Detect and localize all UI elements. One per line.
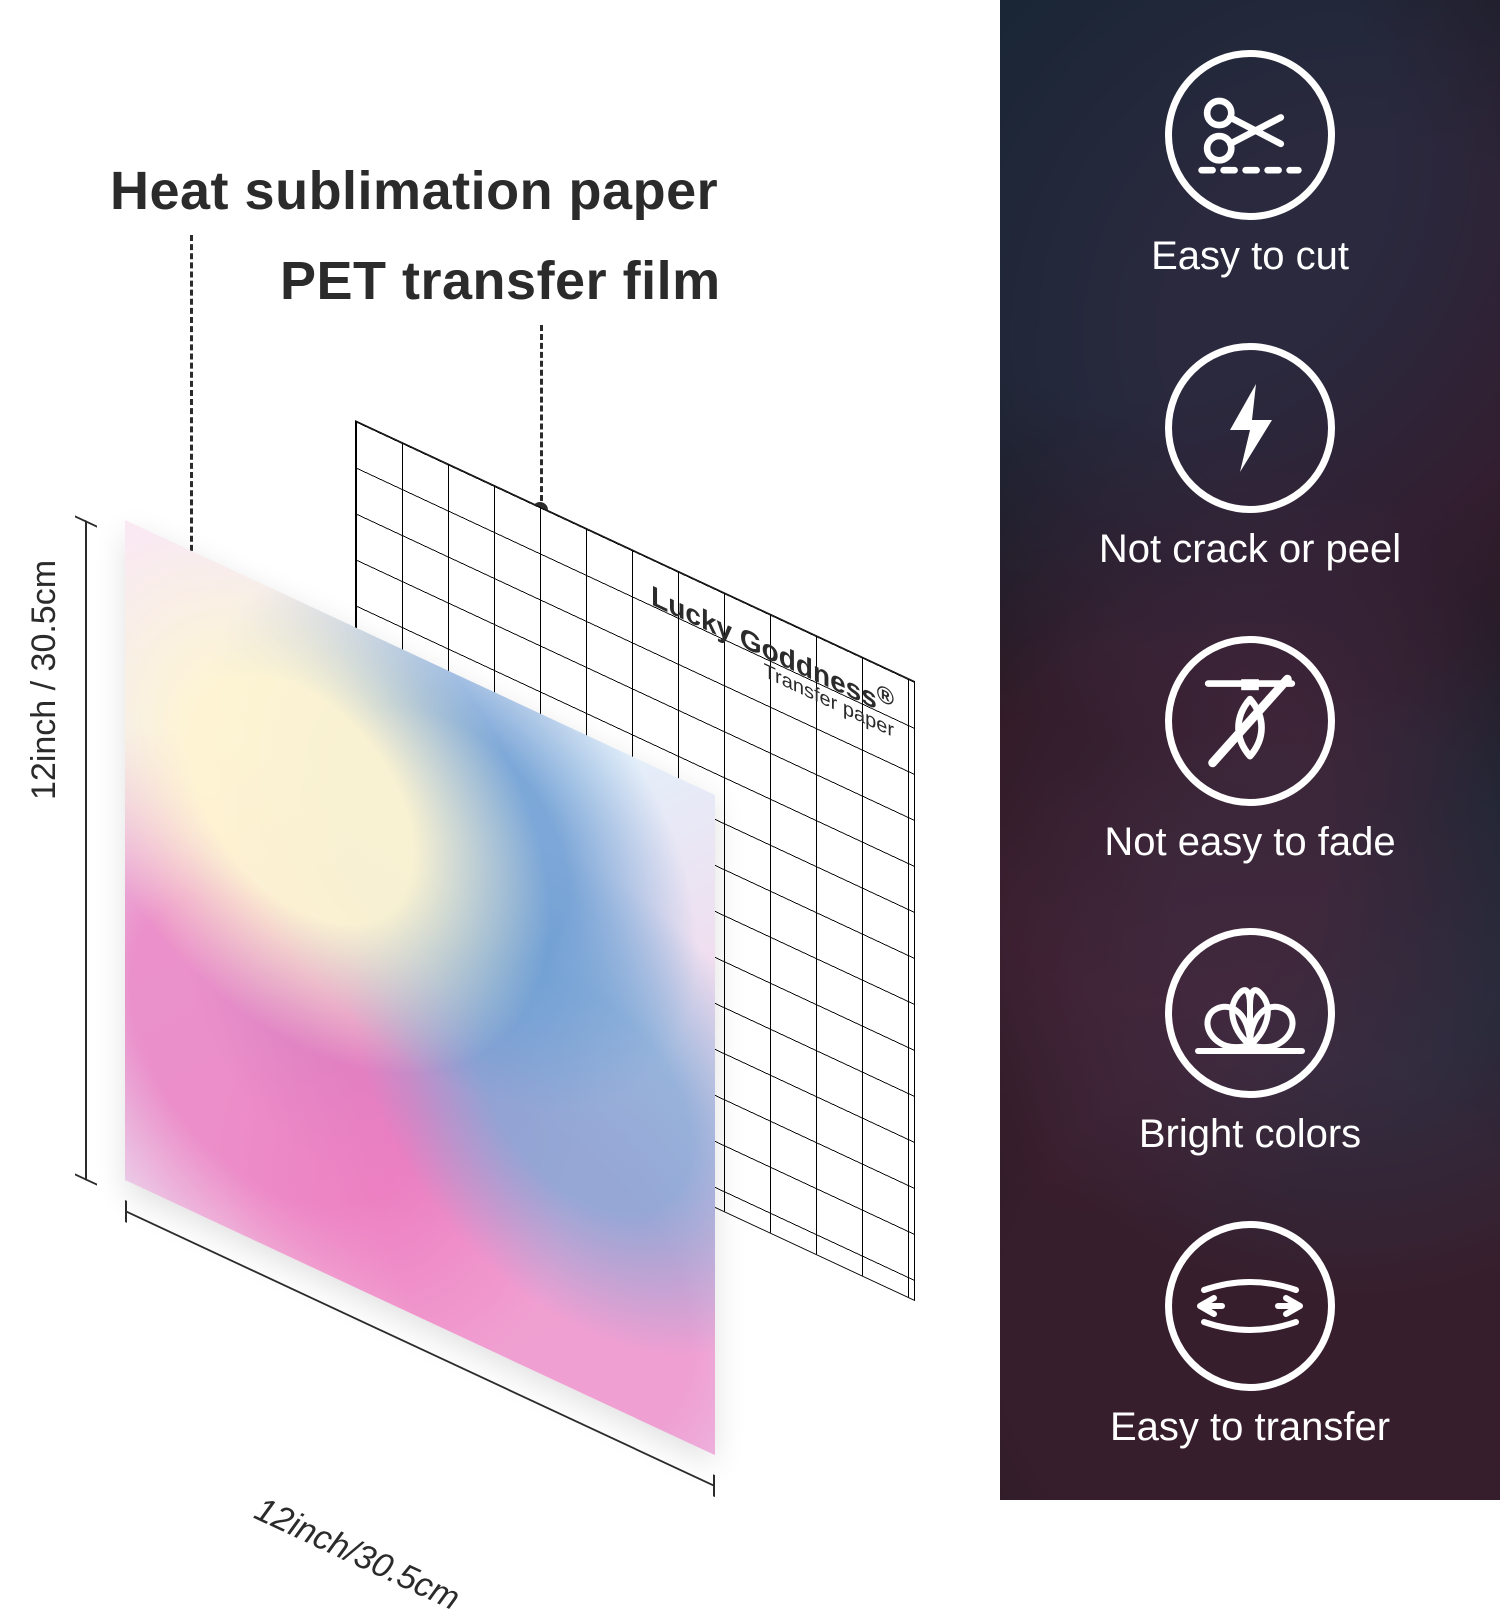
dimension-vertical-bar xyxy=(85,520,87,1181)
feature-list: Easy to cut Not crack or peel xyxy=(1000,50,1500,1450)
scissors-cut-icon xyxy=(1165,50,1335,220)
right-panel: Easy to cut Not crack or peel xyxy=(1000,0,1500,1500)
bolt-icon xyxy=(1165,343,1335,513)
feature-not-easy-to-fade: Not easy to fade xyxy=(1104,636,1395,865)
grid-brand-name: Lucky Goddness xyxy=(651,579,877,715)
feature-not-crack-or-peel: Not crack or peel xyxy=(1099,343,1401,572)
petals-icon xyxy=(1165,928,1335,1098)
label-sublimation-paper: Heat sublimation paper xyxy=(110,160,718,222)
label-pet-film: PET transfer film xyxy=(280,250,721,312)
feature-easy-to-cut: Easy to cut xyxy=(1151,50,1349,279)
feature-label: Not crack or peel xyxy=(1099,527,1401,572)
registered-mark: ® xyxy=(877,678,894,712)
dimension-vertical-label: 12inch / 30.5cm xyxy=(25,560,64,800)
feature-bright-colors: Bright colors xyxy=(1139,928,1361,1157)
dimension-horizontal-label: 12inch/30.5cm xyxy=(249,1490,466,1619)
grid-brand-text: Lucky Goddness® xyxy=(651,573,894,725)
feature-label: Bright colors xyxy=(1139,1112,1361,1157)
stretch-icon xyxy=(1165,1221,1335,1391)
page-root: Heat sublimation paper PET transfer film… xyxy=(0,0,1500,1500)
feature-label: Not easy to fade xyxy=(1104,820,1395,865)
product-diagram: Lucky Goddness® Transfer paper 12inch / … xyxy=(55,480,955,1380)
feature-label: Easy to cut xyxy=(1151,234,1349,279)
feature-easy-to-transfer: Easy to transfer xyxy=(1110,1221,1390,1450)
left-panel: Heat sublimation paper PET transfer film… xyxy=(0,0,1000,1500)
feature-label: Easy to transfer xyxy=(1110,1405,1390,1450)
no-fade-icon xyxy=(1165,636,1335,806)
